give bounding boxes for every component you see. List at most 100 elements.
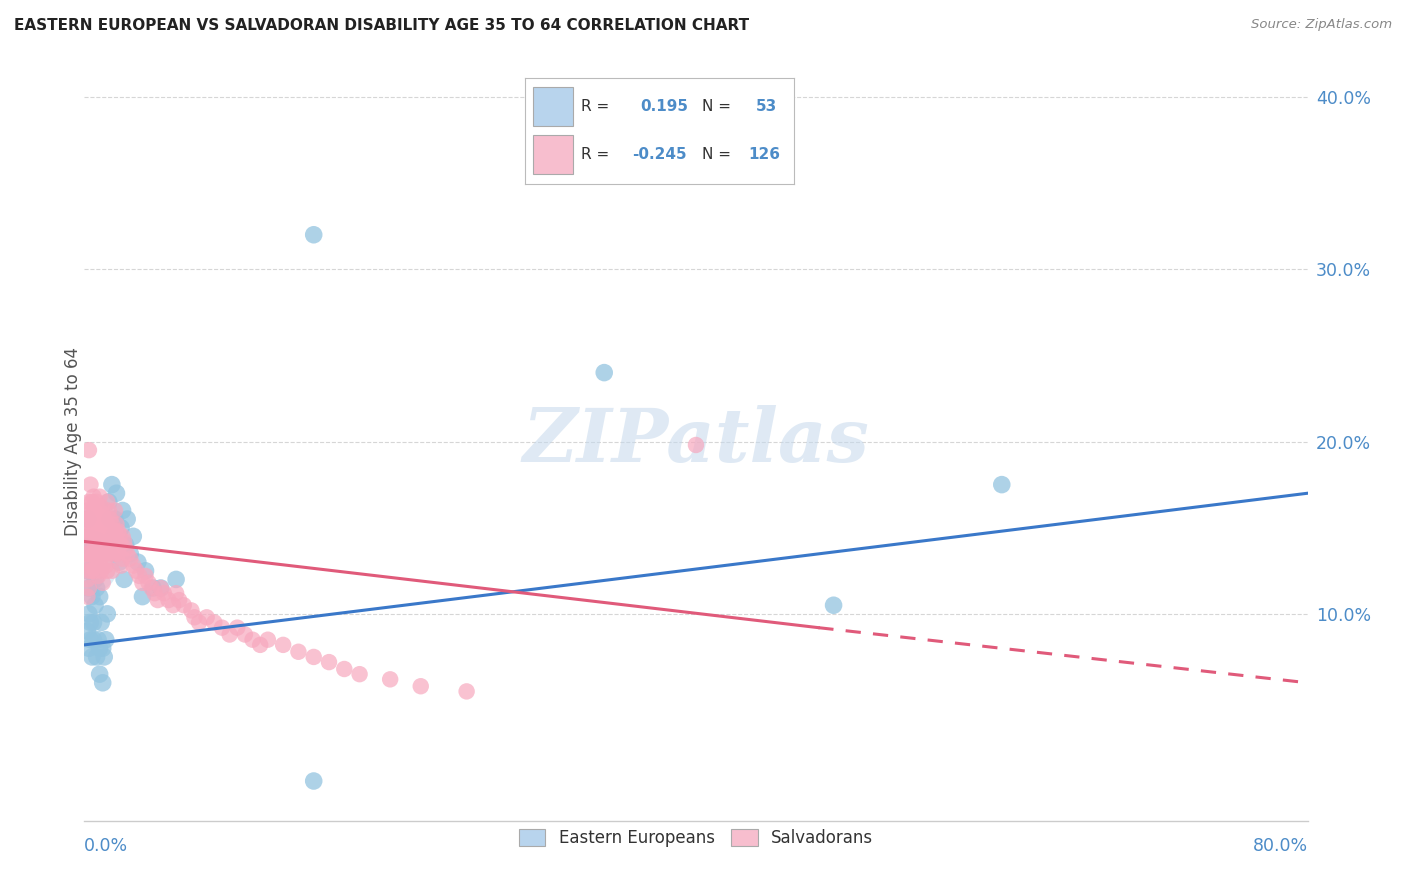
Point <box>593 366 616 380</box>
Point <box>302 227 325 242</box>
Point <box>105 538 128 552</box>
Point <box>114 538 136 552</box>
Point <box>79 558 101 573</box>
Point <box>202 615 225 630</box>
Point <box>96 495 118 509</box>
Point <box>120 551 142 566</box>
Point <box>77 564 100 578</box>
Point <box>409 679 432 693</box>
Point <box>97 495 120 509</box>
Point <box>79 477 101 491</box>
Point <box>84 538 107 552</box>
Point <box>149 581 172 595</box>
Text: 0.0%: 0.0% <box>84 837 128 855</box>
Point <box>77 581 100 595</box>
Point <box>80 512 103 526</box>
Point <box>110 521 132 535</box>
Point <box>157 593 180 607</box>
Point <box>76 564 98 578</box>
Point <box>89 512 111 526</box>
Point <box>79 632 101 647</box>
Point <box>242 632 264 647</box>
Point <box>257 632 280 647</box>
Point <box>111 529 134 543</box>
Text: 80.0%: 80.0% <box>1253 837 1308 855</box>
Point <box>103 529 125 543</box>
Point <box>105 486 128 500</box>
Point <box>87 524 110 538</box>
Point <box>83 507 105 521</box>
Point <box>84 564 107 578</box>
Point <box>87 503 110 517</box>
Point <box>77 529 100 543</box>
Point <box>77 641 100 656</box>
Point <box>218 627 240 641</box>
Point <box>91 675 114 690</box>
Point <box>138 575 160 590</box>
Point <box>79 507 101 521</box>
Point <box>80 649 103 664</box>
Point <box>91 507 114 521</box>
Point <box>349 667 371 681</box>
Point <box>80 564 103 578</box>
Point <box>302 774 325 789</box>
Point <box>104 524 127 538</box>
Point <box>84 573 107 587</box>
Point <box>107 547 129 561</box>
Point <box>76 555 98 569</box>
Point <box>87 569 110 583</box>
Point <box>128 569 150 583</box>
Point <box>131 590 153 604</box>
Point <box>104 547 127 561</box>
Point <box>287 645 309 659</box>
Point <box>149 581 172 595</box>
Point <box>103 524 125 538</box>
Point <box>79 524 101 538</box>
Point <box>77 607 100 621</box>
Point <box>89 641 111 656</box>
Point <box>91 547 114 561</box>
Point <box>97 524 120 538</box>
Point <box>456 684 478 698</box>
Point <box>89 667 111 681</box>
Point <box>141 581 163 595</box>
Point <box>76 512 98 526</box>
Point <box>83 632 105 647</box>
Point <box>93 555 115 569</box>
Text: ZIPatlas: ZIPatlas <box>523 405 869 478</box>
Point <box>75 524 97 538</box>
Point <box>173 599 195 613</box>
Point <box>249 638 271 652</box>
Point <box>83 547 105 561</box>
Point <box>103 547 125 561</box>
Point <box>90 564 112 578</box>
Point <box>188 615 211 630</box>
Point <box>90 500 112 514</box>
Y-axis label: Disability Age 35 to 64: Disability Age 35 to 64 <box>65 347 82 536</box>
Point <box>83 615 105 630</box>
Point <box>111 551 134 566</box>
Point <box>104 503 127 517</box>
Point <box>112 573 135 587</box>
Point <box>101 564 124 578</box>
Point <box>91 575 114 590</box>
Point <box>91 641 114 656</box>
Point <box>87 632 110 647</box>
Point <box>302 649 325 664</box>
Point <box>685 438 707 452</box>
Point <box>75 547 97 561</box>
Point <box>101 477 124 491</box>
Point <box>96 517 118 532</box>
Point <box>226 621 249 635</box>
Point <box>107 529 129 543</box>
Point <box>195 610 218 624</box>
Point <box>86 495 108 509</box>
Point <box>105 517 128 532</box>
Point <box>93 649 115 664</box>
Point <box>115 512 138 526</box>
Point <box>80 590 103 604</box>
Point <box>162 599 184 613</box>
Point <box>111 503 134 517</box>
Point <box>84 521 107 535</box>
Point <box>165 573 187 587</box>
